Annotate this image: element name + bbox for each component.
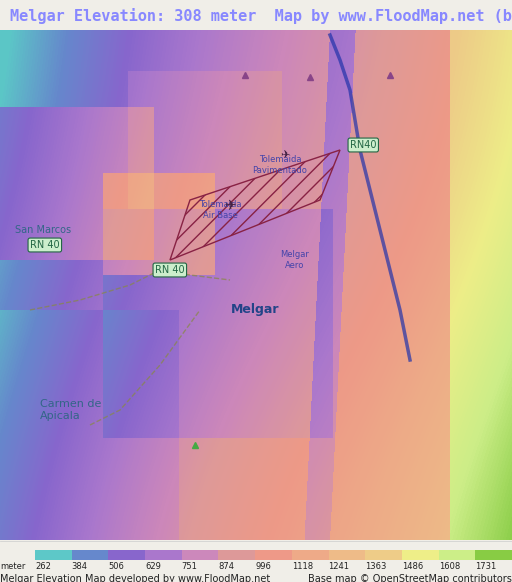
Text: 506: 506: [109, 562, 124, 571]
Text: Tolemaida
Pavimentado: Tolemaida Pavimentado: [252, 155, 307, 175]
Text: Melgar Elevation Map developed by www.FloodMap.net: Melgar Elevation Map developed by www.Fl…: [0, 574, 270, 582]
Text: 1486: 1486: [402, 562, 423, 571]
Bar: [475, 550, 512, 560]
Text: RN 40: RN 40: [30, 240, 59, 250]
Bar: [72, 550, 109, 560]
Text: 1118: 1118: [292, 562, 313, 571]
Bar: [402, 550, 439, 560]
Text: Carmen de
Apicala: Carmen de Apicala: [40, 399, 101, 421]
Text: Melgar: Melgar: [231, 303, 279, 317]
Text: Tolemaida
Air Base: Tolemaida Air Base: [199, 200, 241, 219]
Bar: [109, 550, 145, 560]
Bar: [35, 550, 72, 560]
Text: ✈: ✈: [224, 198, 236, 212]
Text: ✈: ✈: [280, 150, 290, 160]
Text: 1363: 1363: [365, 562, 387, 571]
Text: 1608: 1608: [439, 562, 460, 571]
Text: 629: 629: [145, 562, 161, 571]
Text: 1731: 1731: [475, 562, 497, 571]
Bar: [219, 550, 255, 560]
Text: Melgar Elevation: 308 meter  Map by www.FloodMap.net (beta): Melgar Elevation: 308 meter Map by www.F…: [10, 9, 512, 24]
Text: Base map © OpenStreetMap contributors: Base map © OpenStreetMap contributors: [308, 574, 512, 582]
Bar: [292, 550, 329, 560]
Text: 751: 751: [182, 562, 198, 571]
Text: 1241: 1241: [329, 562, 350, 571]
Bar: [255, 550, 292, 560]
Bar: [365, 550, 402, 560]
Bar: [182, 550, 219, 560]
Text: San Marcos: San Marcos: [15, 225, 71, 235]
Text: Melgar
Aero: Melgar Aero: [281, 250, 309, 269]
Text: RN40: RN40: [350, 140, 376, 150]
Text: meter: meter: [0, 562, 26, 571]
Bar: [439, 550, 475, 560]
Text: RN 40: RN 40: [155, 265, 185, 275]
Bar: [329, 550, 365, 560]
Bar: [145, 550, 182, 560]
Text: 384: 384: [72, 562, 88, 571]
Text: 996: 996: [255, 562, 271, 571]
Text: 874: 874: [219, 562, 234, 571]
Text: 262: 262: [35, 562, 51, 571]
